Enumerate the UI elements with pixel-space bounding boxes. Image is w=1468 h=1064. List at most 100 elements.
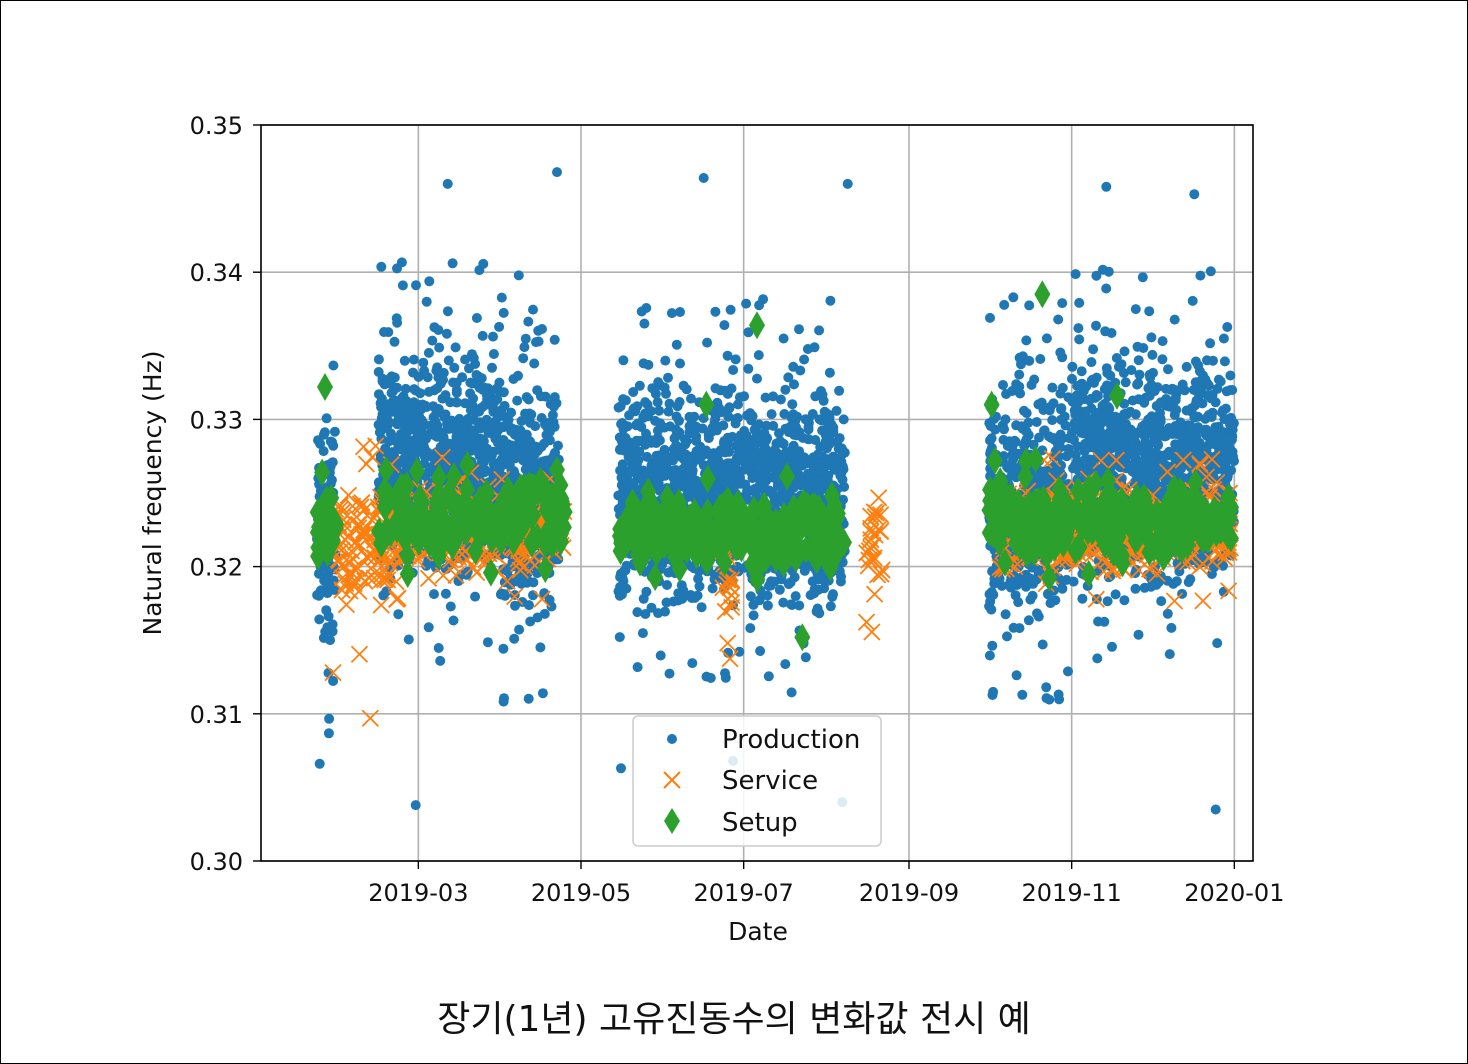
point-production bbox=[1164, 649, 1175, 660]
point-production bbox=[745, 591, 756, 602]
point-production bbox=[1113, 361, 1124, 372]
point-service bbox=[350, 519, 368, 537]
point-production bbox=[478, 385, 489, 396]
point-production bbox=[1070, 409, 1081, 420]
point-production bbox=[1144, 306, 1155, 317]
point-service bbox=[721, 650, 739, 668]
point-production bbox=[517, 438, 528, 449]
point-production bbox=[512, 395, 523, 406]
point-production bbox=[1133, 394, 1144, 405]
point-production bbox=[499, 577, 510, 588]
point-production bbox=[392, 263, 402, 274]
point-production bbox=[519, 342, 530, 353]
point-production bbox=[1101, 181, 1112, 192]
point-production bbox=[1021, 335, 1032, 346]
point-production bbox=[842, 178, 853, 189]
point-production bbox=[805, 590, 816, 601]
point-production bbox=[528, 304, 538, 315]
point-production bbox=[452, 397, 463, 408]
point-production bbox=[509, 633, 520, 644]
point-production bbox=[323, 611, 334, 622]
point-production bbox=[985, 312, 995, 323]
point-production bbox=[1130, 304, 1141, 315]
point-production bbox=[552, 167, 562, 178]
point-production bbox=[671, 339, 682, 350]
point-production bbox=[465, 405, 476, 416]
point-production bbox=[747, 411, 758, 422]
point-production bbox=[724, 403, 735, 414]
point-production bbox=[424, 276, 435, 287]
point-production bbox=[1074, 334, 1085, 345]
point-production bbox=[523, 316, 534, 327]
point-production bbox=[775, 436, 786, 447]
point-production bbox=[1031, 574, 1042, 585]
point-production bbox=[379, 327, 389, 337]
point-production bbox=[440, 390, 451, 401]
point-production bbox=[1084, 395, 1095, 406]
point-production bbox=[327, 619, 338, 630]
point-production bbox=[1097, 264, 1108, 275]
point-production bbox=[678, 463, 689, 474]
point-production bbox=[1047, 382, 1058, 393]
point-production bbox=[763, 671, 774, 682]
point-production bbox=[722, 350, 733, 361]
point-production bbox=[391, 313, 402, 324]
point-service bbox=[333, 581, 351, 599]
point-production bbox=[985, 421, 996, 432]
point-production bbox=[463, 415, 474, 426]
point-production bbox=[803, 424, 814, 435]
point-production bbox=[634, 380, 645, 391]
point-service bbox=[362, 560, 380, 578]
point-production bbox=[646, 602, 657, 613]
point-production bbox=[1130, 583, 1141, 594]
point-production bbox=[544, 435, 555, 446]
point-production bbox=[384, 374, 395, 385]
point-production bbox=[1081, 406, 1092, 417]
point-production bbox=[494, 377, 505, 388]
point-production bbox=[322, 588, 333, 599]
point-production bbox=[694, 581, 705, 592]
point-production bbox=[1196, 386, 1207, 397]
point-production bbox=[1080, 438, 1090, 449]
point-production bbox=[693, 573, 704, 584]
point-production bbox=[537, 688, 548, 699]
point-production bbox=[527, 560, 538, 571]
point-production bbox=[1091, 270, 1102, 281]
point-production bbox=[535, 642, 546, 653]
point-production bbox=[434, 342, 445, 353]
point-production bbox=[1037, 639, 1048, 650]
point-production bbox=[412, 429, 423, 440]
point-production bbox=[778, 333, 789, 344]
point-production bbox=[328, 676, 339, 686]
point-production bbox=[663, 406, 674, 417]
point-service bbox=[363, 448, 381, 466]
point-production bbox=[789, 379, 799, 390]
point-production bbox=[984, 650, 995, 661]
point-production bbox=[733, 447, 744, 458]
point-production bbox=[497, 472, 508, 482]
point-production bbox=[1039, 425, 1049, 436]
point-production bbox=[999, 299, 1010, 310]
point-production bbox=[754, 300, 765, 311]
point-production bbox=[831, 405, 842, 416]
point-production bbox=[1201, 445, 1212, 456]
point-production bbox=[620, 395, 631, 406]
point-production bbox=[800, 652, 811, 663]
point-production bbox=[1119, 595, 1130, 606]
point-production bbox=[687, 658, 698, 669]
point-production bbox=[441, 454, 452, 465]
point-production bbox=[671, 440, 682, 451]
point-service bbox=[340, 566, 358, 584]
point-production bbox=[389, 336, 400, 347]
point-production bbox=[663, 567, 674, 578]
point-production bbox=[762, 590, 773, 601]
point-service bbox=[533, 590, 551, 608]
point-production bbox=[1187, 295, 1198, 306]
point-production bbox=[740, 464, 751, 475]
point-production bbox=[524, 446, 535, 457]
point-production bbox=[672, 401, 683, 412]
point-production bbox=[499, 693, 509, 704]
point-production bbox=[799, 354, 810, 365]
point-production bbox=[520, 333, 531, 344]
point-production bbox=[660, 470, 670, 481]
